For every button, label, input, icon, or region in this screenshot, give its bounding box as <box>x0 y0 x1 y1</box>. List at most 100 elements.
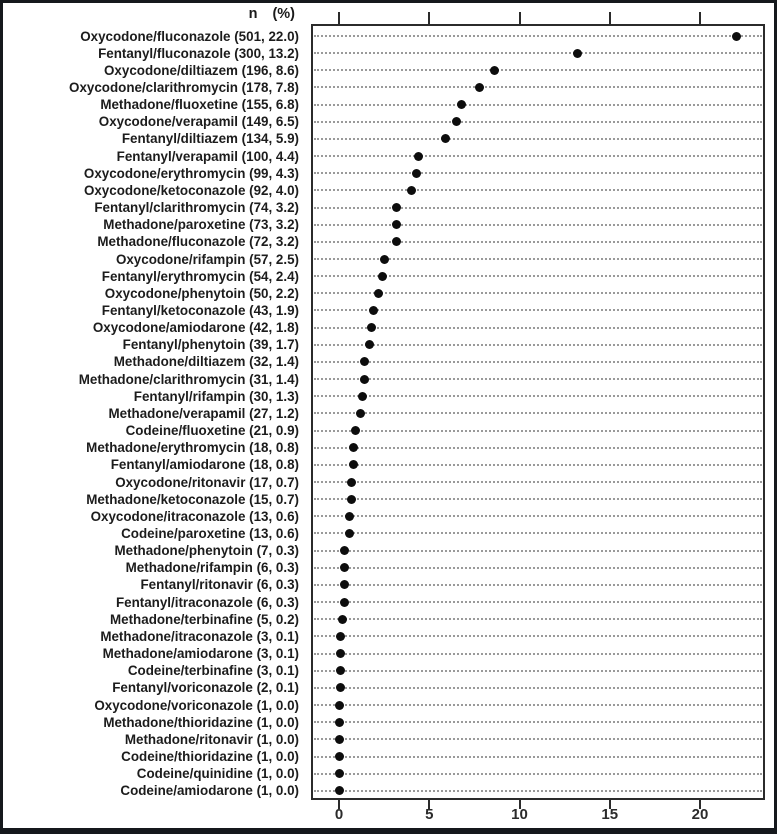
x-axis-tick-bottom <box>699 800 701 809</box>
data-point-dot <box>440 134 450 144</box>
row-label: Methadone/diltiazem (32, 1.4) <box>113 354 299 370</box>
row-grid-line <box>314 549 762 552</box>
row-grid-line <box>314 189 762 192</box>
data-point-dot <box>345 511 355 521</box>
x-axis-tick-label: 20 <box>691 806 709 823</box>
row-grid-line <box>314 412 762 415</box>
row-label: Methadone/terbinafine (5, 0.2) <box>110 611 299 627</box>
row-label: Fentanyl/itraconazole (6, 0.3) <box>115 594 299 610</box>
row-grid-line <box>314 738 762 741</box>
row-grid-line <box>314 309 762 312</box>
row-grid-line <box>314 772 762 775</box>
data-point-dot <box>377 271 387 281</box>
n-column-header: n <box>248 6 258 22</box>
row-label: Fentanyl/fluconazole (300, 13.2) <box>98 45 299 61</box>
data-point-dot <box>334 734 344 744</box>
row-grid-line <box>314 498 762 501</box>
x-axis-tick-label: 0 <box>334 806 344 823</box>
row-label: Oxycodone/itraconazole (13, 0.6) <box>90 508 299 524</box>
row-label: Methadone/verapamil (27, 1.2) <box>108 405 299 421</box>
row-grid-line <box>314 652 762 655</box>
row-label: Fentanyl/ritonavir (6, 0.3) <box>140 577 300 593</box>
row-grid-line <box>314 155 762 158</box>
row-label: Fentanyl/rifampin (30, 1.3) <box>133 388 299 404</box>
row-grid-line <box>314 532 762 535</box>
row-label: Codeine/quinidine (1, 0.0) <box>136 766 299 782</box>
data-point-dot <box>406 185 416 195</box>
data-point-dot <box>359 357 369 367</box>
data-point-dot <box>412 168 422 178</box>
row-grid-line <box>314 463 762 466</box>
row-label: Fentanyl/erythromycin (54, 2.4) <box>101 268 299 284</box>
row-grid-line <box>314 635 762 638</box>
row-grid-line <box>314 618 762 621</box>
row-label: Methadone/itraconazole (3, 0.1) <box>100 628 299 644</box>
row-label: Fentanyl/amiodarone (18, 0.8) <box>110 457 299 473</box>
data-point-dot <box>334 769 344 779</box>
row-grid-line <box>314 137 762 140</box>
row-label: Oxycodone/phenytoin (50, 2.2) <box>104 285 299 301</box>
row-grid-line <box>314 721 762 724</box>
row-grid-line <box>314 704 762 707</box>
x-axis-tick-bottom <box>608 800 611 809</box>
row-grid-line <box>314 103 762 106</box>
row-grid-line <box>314 120 762 123</box>
row-label: Codeine/amiodarone (1, 0.0) <box>120 783 299 799</box>
row-grid-line <box>314 360 762 363</box>
row-label: Methadone/rifampin (6, 0.3) <box>125 560 299 576</box>
row-label: Oxycodone/fluconazole (501, 22.0) <box>80 28 299 44</box>
row-label: Codeine/fluoxetine (21, 0.9) <box>125 423 299 439</box>
row-label: Methadone/paroxetine (73, 3.2) <box>103 217 299 233</box>
row-grid-line <box>314 583 762 586</box>
row-grid-line <box>314 52 762 55</box>
x-axis-tick-label: 15 <box>601 806 619 823</box>
data-point-dot <box>347 477 357 487</box>
x-axis-tick-top <box>338 12 340 24</box>
row-grid-line <box>314 35 762 37</box>
x-axis-tick-top <box>518 12 521 24</box>
data-point-dot <box>348 443 358 453</box>
row-label: Methadone/thioridazine (1, 0.0) <box>103 714 299 730</box>
row-label: Codeine/paroxetine (13, 0.6) <box>121 525 299 541</box>
x-axis-tick-top <box>608 12 611 24</box>
row-label: Fentanyl/ketoconazole (43, 1.9) <box>101 302 299 318</box>
x-axis-tick-label: 5 <box>425 806 434 823</box>
row-grid-line <box>314 223 762 226</box>
row-label: Fentanyl/clarithromycin (74, 3.2) <box>94 200 299 216</box>
data-point-dot <box>336 631 346 641</box>
row-grid-line <box>314 172 762 175</box>
data-point-dot <box>339 597 349 607</box>
x-axis-tick-top <box>428 12 431 24</box>
data-point-dot <box>336 683 346 693</box>
data-point-dot <box>348 460 358 470</box>
row-grid-line <box>314 481 762 484</box>
row-grid-line <box>314 601 762 604</box>
data-point-dot <box>359 374 369 384</box>
data-point-dot <box>451 117 461 127</box>
row-grid-line <box>314 378 762 381</box>
row-grid-line <box>314 669 762 672</box>
data-point-dot <box>475 82 485 92</box>
data-point-dot <box>339 563 349 573</box>
row-grid-line <box>314 429 762 432</box>
row-label: Oxycodone/clarithromycin (178, 7.8) <box>69 79 299 95</box>
row-label: Oxycodone/ketoconazole (92, 4.0) <box>83 182 299 198</box>
data-point-dot <box>357 391 367 401</box>
data-point-dot <box>489 65 499 75</box>
x-axis-tick-label: 10 <box>511 806 528 823</box>
data-point-dot <box>374 288 384 298</box>
row-label: Fentanyl/phenytoin (39, 1.7) <box>122 337 299 353</box>
row-label: Methadone/ketoconazole (15, 0.7) <box>86 491 299 507</box>
row-label: Methadone/erythromycin (18, 0.8) <box>86 440 299 456</box>
row-grid-line <box>314 789 762 792</box>
data-point-dot <box>392 220 402 230</box>
row-grid-line <box>314 395 762 398</box>
row-label: Methadone/ritonavir (1, 0.0) <box>124 731 299 747</box>
data-point-dot <box>334 752 344 761</box>
row-label: Fentanyl/diltiazem (134, 5.9) <box>121 131 299 147</box>
row-grid-line <box>314 326 762 329</box>
row-label: Methadone/phenytoin (7, 0.3) <box>114 543 299 559</box>
row-grid-line <box>314 755 762 758</box>
row-grid-line <box>314 446 762 449</box>
